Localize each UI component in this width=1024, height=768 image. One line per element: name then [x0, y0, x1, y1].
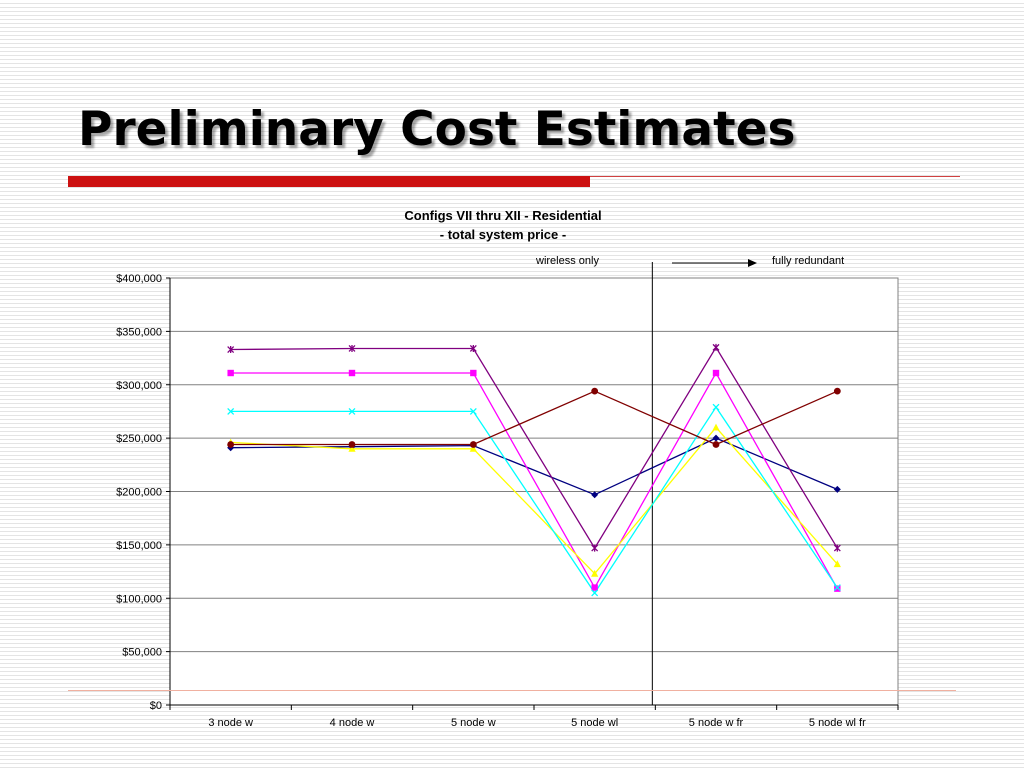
data-point-s2 [591, 584, 598, 591]
data-point-s4 [712, 403, 720, 411]
data-point-s3 [591, 569, 599, 577]
x-tick-label: 5 node wl fr [809, 717, 866, 729]
data-point-s5 [712, 343, 720, 351]
y-tick-label: $0 [150, 700, 162, 712]
data-point-s3 [348, 445, 356, 452]
data-point-s3 [712, 423, 720, 431]
data-point-s1 [712, 434, 720, 442]
data-point-s5 [833, 544, 841, 552]
series-line-2 [230, 371, 838, 589]
y-tick-label: $350,000 [116, 326, 162, 338]
data-point-s5 [227, 346, 235, 354]
data-point-s4 [833, 584, 841, 592]
series-line-6 [230, 390, 838, 446]
data-point-s6 [833, 387, 841, 395]
data-point-s3 [833, 560, 841, 568]
annotation-wireless-only: wireless only [536, 255, 599, 267]
chart-title: Configs VII thru XII - Residential [404, 208, 602, 223]
bottom-divider [68, 690, 956, 691]
data-point-s1 [591, 491, 599, 499]
data-point-s6 [348, 441, 356, 448]
data-point-s6 [712, 441, 720, 448]
y-tick-label: $50,000 [122, 647, 162, 659]
data-point-s2 [348, 369, 356, 377]
data-point-s4 [348, 407, 356, 415]
data-point-s2 [834, 585, 841, 592]
data-point-s4 [227, 407, 235, 415]
data-point-s4 [591, 589, 599, 597]
x-tick-label: 5 node w fr [689, 717, 744, 729]
x-tick-label: 5 node wl [571, 717, 618, 729]
title-underline-red [68, 176, 590, 187]
series-line-5 [230, 346, 838, 550]
data-point-s2 [470, 369, 477, 377]
x-tick-label: 3 node w [208, 717, 253, 729]
data-point-s5 [348, 344, 356, 352]
arrow-head [748, 259, 757, 267]
data-point-s6 [591, 387, 599, 395]
y-tick-label: $250,000 [116, 433, 162, 445]
data-point-s4 [469, 407, 477, 415]
data-point-s2 [227, 369, 234, 377]
data-point-s3 [469, 445, 477, 452]
title-underline-thin [590, 176, 960, 177]
series-line-4 [230, 406, 838, 595]
data-point-s2 [712, 369, 720, 377]
y-tick-label: $200,000 [116, 487, 162, 499]
slide-title: Preliminary Cost Estimates [78, 102, 796, 157]
data-point-s6 [469, 441, 477, 448]
chart-subtitle: - total system price - [439, 227, 567, 242]
y-tick-label: $100,000 [116, 593, 162, 605]
annotation-fully-redundant: fully redundant [772, 255, 845, 267]
data-point-s5 [469, 344, 477, 352]
x-tick-label: 4 node w [330, 717, 375, 729]
data-point-s5 [591, 544, 599, 552]
y-tick-label: $300,000 [116, 380, 162, 392]
data-point-s1 [833, 485, 841, 493]
y-tick-label: $400,000 [116, 273, 162, 285]
series-line-1 [230, 437, 838, 496]
data-point-s6 [227, 441, 235, 448]
y-tick-label: $150,000 [116, 540, 162, 552]
series-line-3 [230, 426, 838, 575]
x-tick-label: 5 node w [451, 717, 496, 729]
